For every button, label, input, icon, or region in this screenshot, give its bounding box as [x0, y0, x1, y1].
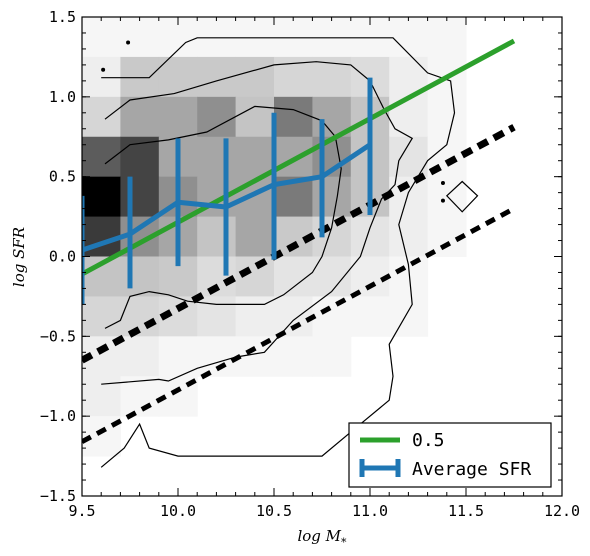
heatmap-cell: [427, 96, 467, 138]
heatmap-cell: [389, 296, 429, 337]
heatmap-cell: [427, 17, 467, 58]
y-axis-label: log SFR: [10, 227, 28, 287]
heatmap-cell: [158, 96, 198, 138]
contour-mid: [101, 61, 414, 385]
heatmap-cell: [158, 56, 198, 98]
data-point: [101, 67, 106, 72]
heatmap-cell: [274, 136, 313, 178]
contour-outer: [100, 37, 456, 468]
series-line-average-sfr: [82, 142, 372, 253]
y-tick-label: −1.5: [40, 487, 76, 505]
heatmap-cell: [389, 216, 429, 257]
heatmap-cell: [235, 96, 275, 138]
heatmap-cell: [120, 376, 160, 417]
heatmap-cell: [120, 336, 160, 377]
heatmap-cell: [274, 296, 313, 337]
y-tick-label: −0.5: [40, 327, 76, 345]
x-axis-label: log M*: [297, 527, 347, 549]
legend-label-0: 0.5: [412, 430, 445, 451]
x-tick-label: 10.5: [256, 502, 292, 520]
data-point: [126, 40, 131, 45]
heatmap-cell: [82, 136, 121, 178]
heatmap-cell: [120, 17, 160, 58]
y-tick-label: 0.5: [49, 168, 76, 186]
heatmap-cell: [312, 336, 352, 377]
heatmap-cell: [197, 96, 237, 138]
heatmap-cell: [312, 176, 352, 218]
y-tick-label: 1.5: [49, 8, 76, 26]
heatmap-cell: [350, 216, 390, 257]
data-point: [440, 181, 445, 186]
heatmap-cell: [274, 96, 313, 138]
heatmap-cell: [389, 256, 429, 297]
green-fit-line: [82, 38, 516, 277]
heatmap-cell: [82, 376, 121, 417]
heatmap-cell: [312, 256, 352, 297]
heatmap-cell: [120, 96, 160, 138]
heatmap-cell: [350, 296, 390, 337]
heatmap-cell: [120, 136, 160, 178]
x-tick-label: 11.0: [352, 502, 388, 520]
x-tick-label: 10.0: [160, 502, 196, 520]
heatmap-cell: [82, 17, 121, 58]
heatmap-cell: [235, 216, 275, 257]
heatmap-cell: [235, 56, 275, 98]
data-point: [440, 198, 445, 203]
y-tick-label: −1.0: [40, 407, 76, 425]
heatmap-cell: [158, 336, 198, 377]
contour-inner: [104, 105, 342, 329]
heatmap-cell: [312, 216, 352, 257]
heatmap-cell: [120, 256, 160, 297]
dashed-line-thick: [82, 124, 516, 364]
scatter-points: [101, 40, 445, 203]
legend: 0.5 Average SFR: [348, 422, 552, 488]
tick-labels: 9.5 10.0 10.5 11.0 11.5 12.0 1.5 1.0 0.5 0.0 −0.5 −…: [40, 8, 580, 520]
average-sfr-series: [82, 77, 373, 305]
heatmap-cell: [120, 176, 160, 218]
heatmap-cell: [197, 216, 237, 257]
heatmap-cell: [312, 296, 352, 337]
legend-box: [348, 422, 552, 488]
dashed-line-thin: [82, 206, 516, 444]
heatmap-cell: [82, 176, 121, 218]
x-axis-label-subscript: *: [341, 536, 347, 549]
legend-label-1: Average SFR: [412, 459, 531, 480]
y-tick-label: 1.0: [49, 88, 76, 106]
heatmap-cell: [389, 17, 429, 58]
heatmap-cell: [197, 336, 237, 377]
heatmap-cell: [197, 136, 237, 178]
x-tick-label: 12.0: [544, 502, 580, 520]
contour-diamond: [445, 180, 479, 213]
heatmap-cell: [235, 136, 275, 178]
reference-lines: [82, 38, 516, 444]
x-tick-label: 9.5: [68, 502, 95, 520]
heatmap-cell: [389, 136, 429, 178]
heatmap-cell: [274, 336, 313, 377]
axis-ticks: [81, 16, 563, 497]
y-tick-label: 0.0: [49, 248, 76, 266]
heatmap-cell: [82, 296, 121, 337]
x-tick-label: 11.5: [448, 502, 484, 520]
heatmap-cell: [235, 256, 275, 297]
heatmap-cell: [82, 96, 121, 138]
density-contours: [100, 37, 479, 468]
